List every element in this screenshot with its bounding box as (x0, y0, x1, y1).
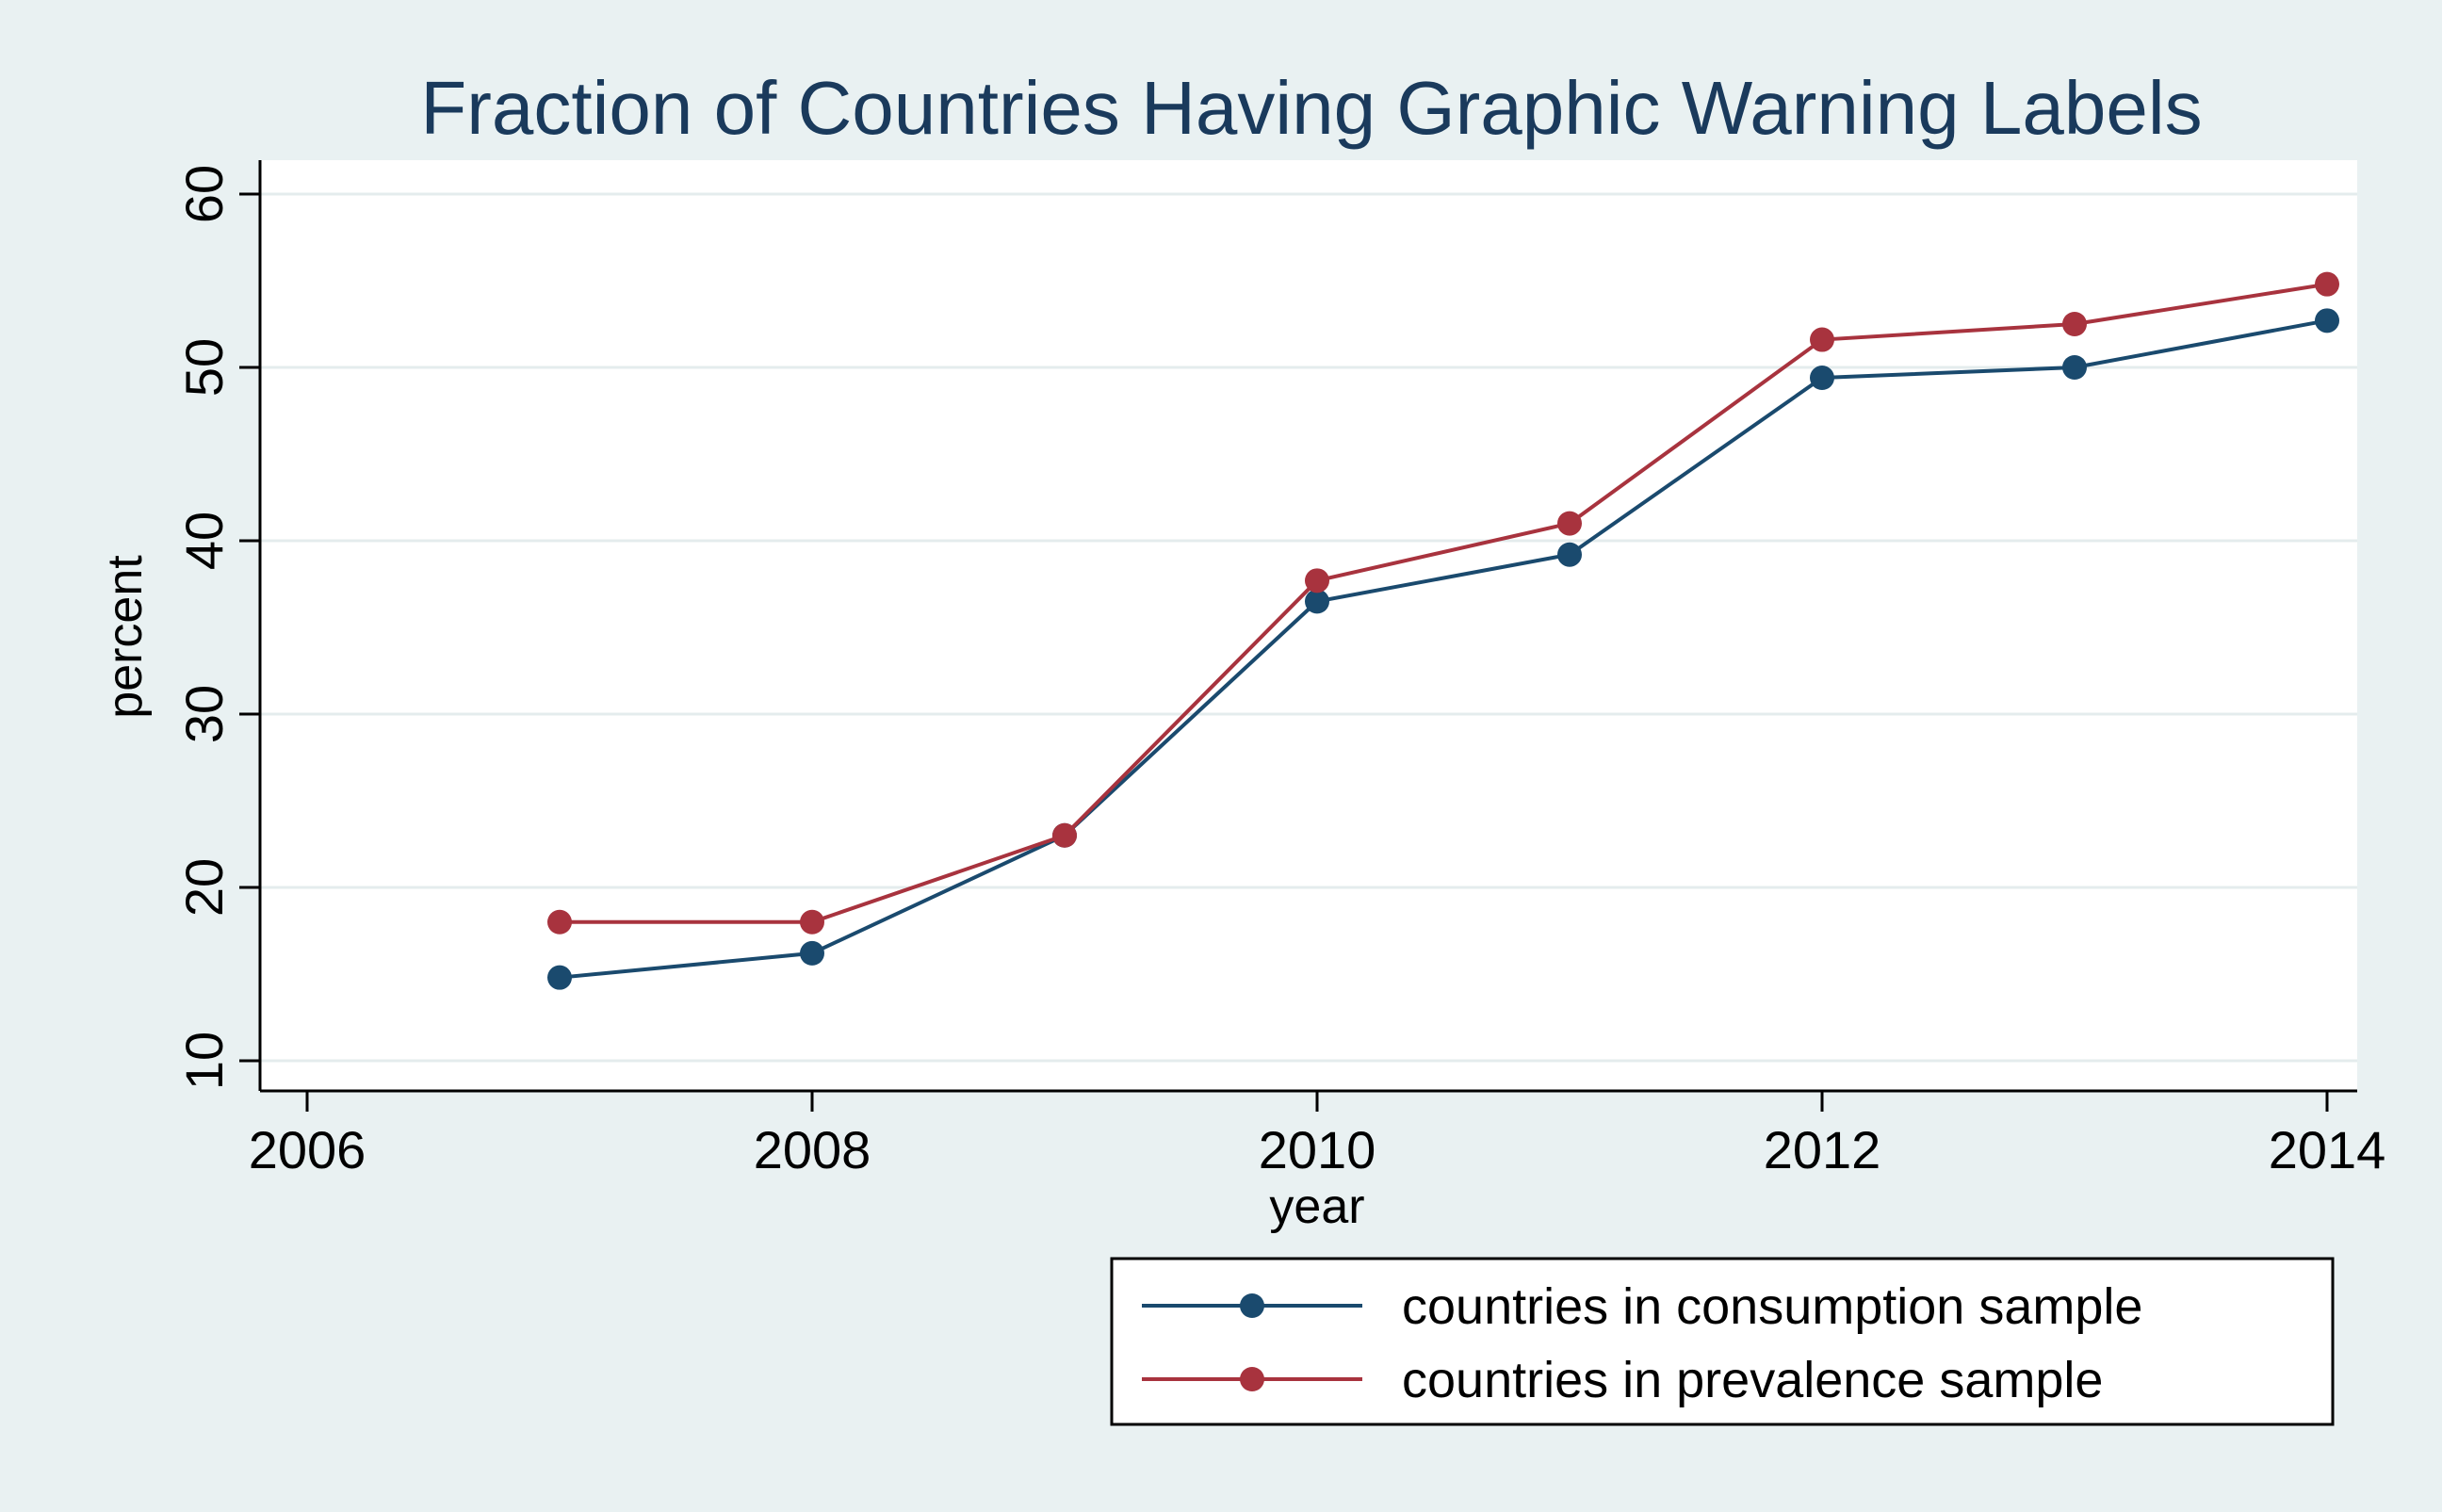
data-point (547, 965, 572, 990)
legend: countries in consumption sample countries… (1110, 1257, 2335, 1426)
legend-marker (1240, 1367, 1264, 1391)
data-point (547, 909, 572, 935)
data-point (1557, 511, 1582, 536)
y-tick-label: 60 (174, 165, 234, 223)
y-tick-label: 20 (174, 858, 234, 917)
y-tick-label: 50 (174, 338, 234, 397)
data-point (1052, 822, 1077, 848)
x-tick-label: 2008 (754, 1120, 871, 1179)
legend-label: countries in consumption sample (1402, 1278, 2142, 1335)
legend-item: countries in prevalence sample (1142, 1352, 2103, 1408)
y-tick-label: 40 (174, 512, 234, 570)
x-axis-title: year (1269, 1179, 1364, 1234)
x-tick-label: 2014 (2269, 1120, 2386, 1179)
data-point (2315, 308, 2339, 333)
data-point (2062, 312, 2087, 336)
y-tick-label: 10 (174, 1032, 234, 1090)
y-axis-title: percent (98, 555, 153, 719)
data-point (2062, 355, 2087, 380)
series-line (559, 318, 2328, 980)
legend-marker (1240, 1293, 1264, 1318)
gridlines (260, 192, 2357, 1063)
series-2 (547, 271, 2339, 935)
data-point (800, 909, 824, 935)
data-point (2315, 271, 2339, 297)
data-point (1305, 589, 1329, 614)
series-line (560, 282, 2328, 924)
legend-items: countries in consumption sample countries… (1142, 1278, 2142, 1408)
x-tick-label: 2010 (1259, 1120, 1376, 1179)
data-point (1557, 542, 1582, 567)
data-point (1305, 568, 1329, 593)
legend-item: countries in consumption sample (1142, 1278, 2142, 1335)
axes: 10 20 30 40 50 60 2006 2008 2010 2012 2014 (174, 160, 2385, 1179)
legend-label: countries in prevalence sample (1402, 1352, 2103, 1408)
plot-area (260, 160, 2357, 1091)
series-group (547, 271, 2339, 990)
x-tick-label: 2006 (249, 1120, 366, 1179)
data-point (800, 940, 824, 966)
data-point (1810, 327, 1834, 352)
data-point (1810, 366, 1834, 391)
y-tick-label: 30 (174, 685, 234, 743)
chart-title: Fraction of Countries Having Graphic War… (420, 66, 2202, 150)
legend-box (1110, 1257, 2335, 1426)
x-tick-label: 2012 (1764, 1120, 1881, 1179)
